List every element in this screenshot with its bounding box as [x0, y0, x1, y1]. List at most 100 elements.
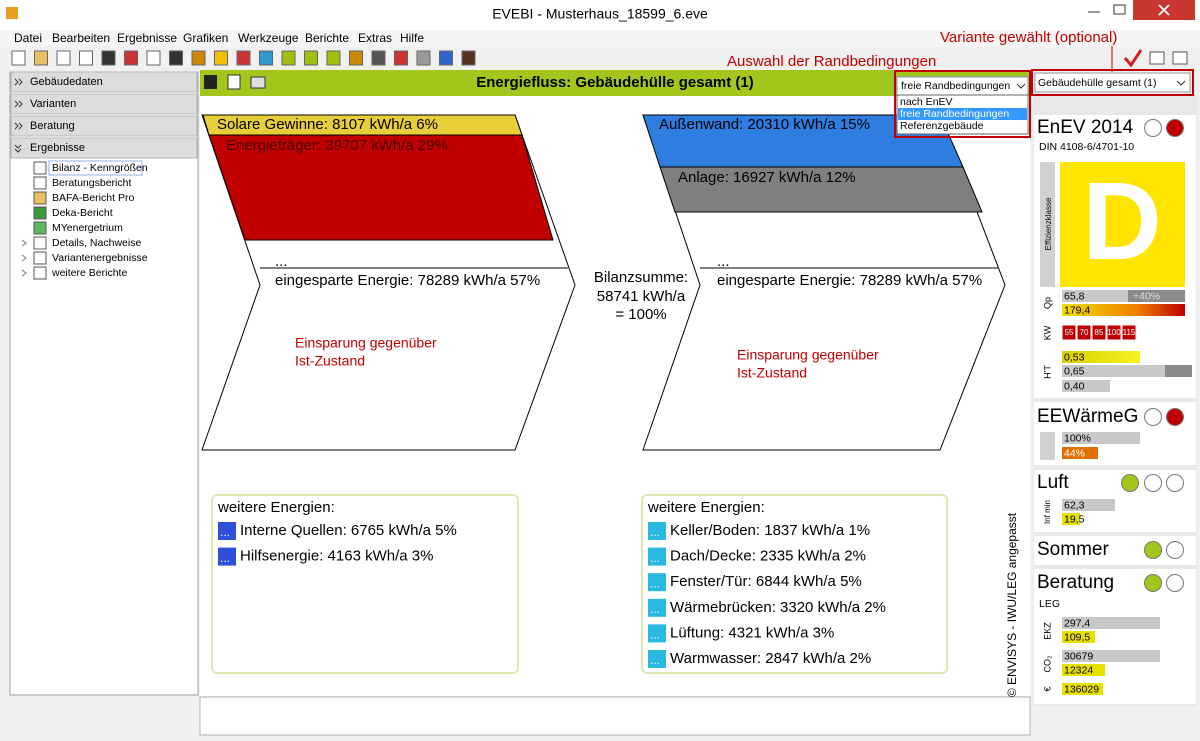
check-icon[interactable] — [1123, 49, 1143, 68]
expander[interactable] — [21, 269, 27, 277]
more-button[interactable] — [648, 650, 666, 668]
row-label: H'T — [1042, 365, 1052, 379]
indicator-value: 0,40 — [1064, 380, 1085, 392]
toolbar-button[interactable] — [439, 50, 453, 66]
note: Ist-Zustand — [295, 353, 365, 369]
tree-item[interactable]: Deka-Bericht — [52, 207, 113, 219]
dropdown-option[interactable]: nach EnEV — [900, 96, 953, 108]
status-light — [1166, 541, 1184, 559]
toolbar-button[interactable] — [281, 50, 296, 66]
indicator-value: 62,3 — [1064, 499, 1085, 511]
panel-section — [1034, 569, 1196, 704]
class-strip — [1040, 162, 1055, 287]
more-items: ... Interne Quellen: 6765 kWh/a 5%... Hilf… — [218, 522, 886, 668]
tree-item[interactable]: BAFA-Bericht Pro — [52, 192, 134, 204]
highlight-frame — [1031, 69, 1194, 96]
kw-step — [1091, 324, 1107, 341]
menu-item[interactable]: Datei — [14, 31, 42, 45]
more-button[interactable] — [648, 573, 666, 592]
section-title: EEWärmeG — [1037, 406, 1138, 427]
menu-item[interactable]: Ergebnisse — [117, 31, 177, 45]
kw-step-label: 70 — [1080, 328, 1089, 337]
section-header[interactable] — [10, 93, 198, 115]
menu-item[interactable]: Berichte — [305, 31, 349, 45]
indicator-value: 0,65 — [1064, 365, 1085, 377]
section-header[interactable] — [10, 71, 198, 93]
toolbar-button[interactable] — [259, 50, 273, 66]
more-item: Fenster/Tür: 6844 kWh/a 5% — [670, 573, 862, 590]
indicator-bar — [1062, 650, 1160, 662]
toolbar-button[interactable] — [461, 50, 476, 66]
expander[interactable] — [21, 239, 27, 247]
dropdown-option[interactable]: Referenzgebäude — [900, 120, 984, 132]
indicator-bar — [1062, 365, 1165, 377]
more-button[interactable] — [648, 547, 666, 566]
tree-item[interactable]: weitere Berichte — [51, 267, 127, 279]
indicator-bar — [1062, 631, 1095, 643]
minimize-button[interactable] — [1081, 0, 1107, 20]
print-icon[interactable] — [250, 76, 266, 89]
menu-item[interactable]: Hilfe — [400, 31, 424, 45]
dropdown-option[interactable]: freie Randbedingungen — [900, 108, 1009, 120]
toolbar-button[interactable] — [191, 50, 206, 66]
menu-item[interactable]: Bearbeiten — [52, 31, 110, 45]
toolbar-button[interactable] — [349, 50, 363, 66]
note: Ist-Zustand — [737, 365, 807, 381]
tree-item[interactable]: Details, Nachweise — [52, 237, 141, 249]
save-icon[interactable] — [204, 75, 217, 89]
status-light — [1166, 574, 1184, 592]
menu-item[interactable]: Extras — [358, 31, 392, 45]
more-button[interactable] — [648, 522, 666, 540]
more-button[interactable] — [648, 598, 666, 617]
kw-step — [1106, 324, 1122, 341]
toolbar-button[interactable] — [326, 50, 341, 66]
toolbar-button[interactable] — [416, 50, 431, 66]
toolbar-button[interactable] — [101, 50, 116, 66]
toolbar-button[interactable] — [11, 50, 26, 66]
tree-icon — [33, 176, 47, 190]
plant-band — [659, 166, 983, 213]
status-light — [1121, 474, 1139, 492]
more-button[interactable] — [218, 547, 236, 566]
status-light — [1166, 408, 1184, 426]
row-label: Qp — [1042, 297, 1052, 309]
tree-item[interactable]: MYenergetrium — [52, 222, 123, 234]
toolbar-button[interactable] — [146, 50, 161, 66]
toolbar-button[interactable] — [1149, 51, 1165, 65]
toolbar-button[interactable] — [304, 50, 318, 66]
tree-item[interactable]: Beratungsbericht — [52, 177, 131, 189]
indicator-bar — [1062, 683, 1103, 695]
toolbar-button[interactable] — [371, 50, 386, 66]
toolbar-button[interactable] — [56, 50, 71, 66]
toolbar-button[interactable] — [169, 50, 183, 66]
tree-item[interactable]: Bilanz - Kenngrößen — [52, 162, 148, 174]
section-header[interactable] — [10, 137, 198, 159]
more-button[interactable] — [218, 522, 236, 540]
carrier-band — [208, 134, 554, 241]
menu-item[interactable]: Grafiken — [183, 31, 228, 45]
toolbar-button[interactable] — [34, 50, 48, 66]
indicator-bar — [1062, 380, 1110, 392]
toolbar-button[interactable] — [1172, 51, 1188, 65]
toolbar-button[interactable] — [214, 50, 228, 66]
variant-dropdown[interactable] — [1034, 72, 1191, 93]
tree-item[interactable]: Variantenergebnisse — [52, 252, 148, 264]
status-light — [1166, 119, 1184, 137]
more-item: Interne Quellen: 6765 kWh/a 5% — [240, 522, 457, 539]
toolbar-button[interactable] — [79, 50, 93, 66]
section-header[interactable] — [10, 115, 198, 137]
more-button[interactable] — [648, 624, 666, 643]
menu-item[interactable]: Werkzeuge — [238, 31, 299, 45]
maximize-button[interactable] — [1107, 0, 1133, 20]
tree-icon — [33, 251, 47, 265]
more-item: Hilfsenergie: 4163 kWh/a 3% — [240, 548, 433, 565]
expander[interactable] — [21, 254, 27, 262]
chevron-icon — [14, 122, 23, 130]
copy-icon[interactable] — [227, 74, 241, 90]
ellipsis: ... — [275, 253, 288, 270]
tree-icon — [33, 206, 47, 220]
more-button-label: ... — [650, 576, 660, 590]
toolbar-button[interactable] — [394, 50, 408, 66]
toolbar-button[interactable] — [236, 50, 251, 66]
toolbar-button[interactable] — [124, 50, 138, 66]
